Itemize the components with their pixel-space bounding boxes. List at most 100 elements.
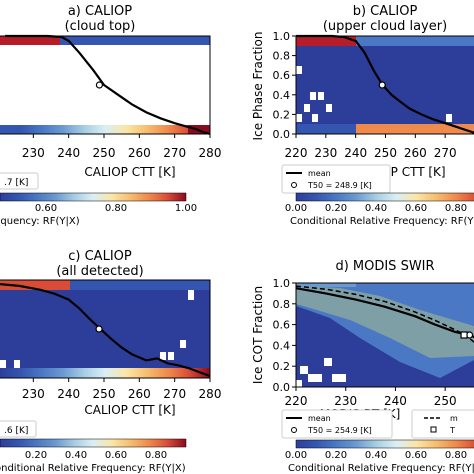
panel-d: d) MODIS SWIR 0.0 0.2 0.4 0.6 0.8 1.0 Ice COT… [251,259,474,474]
panel-a-x-tick-label: 270 [163,146,186,160]
panel-c-empty-bin [168,352,174,360]
panel-a-cbar-tick-080: 0.80 [105,203,127,214]
panel-b-legend-t50: T50 = 248.9 [K] [307,181,372,190]
panel-d-legend-right: m T [411,409,474,439]
panel-a-title: a) CALIOP [68,4,132,19]
panel-c-top-band-blue [70,280,210,290]
panel-a-xlabel: CALIOP CTT [K] [84,165,175,179]
panel-c-x-tick-label: 260 [128,387,151,401]
panel-a-x-tick-label: 260 [128,146,151,160]
panel-c-heatmap [0,280,210,378]
panel-d-y-ticks: 0.0 0.2 0.4 0.6 0.8 1.0 [273,277,296,394]
panel-c-cbar-tick-040: 0.40 [65,450,87,461]
panel-d-legend-right-label-2: T [449,426,455,435]
panel-a-x-tick-label: 230 [22,146,45,160]
panel-b-y-tick-label: 1.0 [273,30,291,43]
panel-a-top-band-red [0,36,60,45]
panel-b-legend-mean: mean [308,169,331,178]
panel-b-cbar-tick-060: 0.60 [405,203,427,214]
panel-c-mean-curve [0,282,211,378]
panel-a-cbar-tick-060: 0.60 [35,203,57,214]
panel-a-cbar-tick-100: 1.00 [175,203,197,214]
panel-a-subtitle: (cloud top) [65,19,136,34]
panel-c-xlabel: CALIOP CTT [K] [84,403,175,417]
panel-b-empty-bin [326,104,332,112]
panel-b: b) CALIOP (upper cloud layer) 0.00.20.40… [251,4,474,227]
panel-a-t50-marker [95,81,104,89]
panel-c-legend-text: .6 [K] [4,426,28,436]
panel-c-empty-bin [160,352,166,360]
panel-d-colorbar [295,439,474,449]
panel-a-colorbar-label: Conditional Relative Frequency: RF(Y|X) [0,216,80,227]
panel-d-empty-bins [296,358,346,387]
panel-b-cbar-tick-020: 0.20 [325,203,347,214]
panel-c-cbar-tick-060: 0.60 [105,450,127,461]
panel-c-x-tick-label: 280 [199,387,222,401]
panel-b-y-tick-label: 0.2 [273,108,291,121]
panel-d-cbar-tick-020: 0.20 [325,450,347,461]
panel-b-x-tick-label: 250 [374,146,397,160]
panel-d-colorbar-ticks: 0.00 0.20 0.40 0.60 0.80 [285,450,467,461]
panel-d-legend: mean T50 = 254.9 [K] [281,409,393,439]
panel-c-cbar-tick-020: 0.20 [25,450,47,461]
panel-a-colorbar [0,192,187,202]
panel-d-legend-t50: T50 = 254.9 [K] [307,426,372,435]
panel-c-colorbar [0,438,187,448]
panel-c: c) CALIOP (all detected) 230 240 250 260 270… [0,249,221,474]
panel-b-x-tick-label: 230 [314,146,337,160]
panel-d-y-tick-label: 0.2 [273,360,291,373]
panel-d-cbar-tick-000: 0.00 [285,450,307,461]
panel-b-legend-circle-symbol [291,182,297,188]
panel-d-heatmap [296,283,474,387]
panel-d-legend-circle-symbol [291,427,297,433]
panel-b-colorbar [295,192,474,202]
panel-b-x-tick-label: 220 [285,146,308,160]
panel-b-empty-bin [312,114,318,122]
panel-a-x-ticks: 230 240 250 260 270 280 [22,134,221,160]
panel-a-colorbar-ticks: 0.60 0.80 1.00 [35,203,197,214]
panel-d-empty-bin [332,374,346,382]
panel-a-bottom-band-blue [0,125,20,134]
panel-b-mean-curve [296,34,474,134]
panel-b-empty-bins [296,66,452,122]
panel-c-t50-marker [95,325,103,333]
panel-b-bottom-band-warm [356,124,474,134]
panel-c-subtitle: (all detected) [56,264,143,279]
panel-c-x-tick-label: 230 [22,387,45,401]
panel-b-y-tick-label: 0.4 [273,89,291,102]
panel-d-y-tick-label: 0.0 [273,381,291,394]
panel-c-colorbar-label: Conditional Relative Frequency: RF(Y|X) [0,463,186,474]
panel-d-x-tick-label: 240 [384,394,407,408]
panel-c-x-tick-label: 240 [57,387,80,401]
panel-d-cot-band [296,286,474,358]
panel-c-colorbar-ticks: 0.20 0.40 0.60 0.80 [25,450,167,461]
panel-b-colorbar-label: Conditional Relative Frequency: RF(Y|X) [290,216,474,227]
panel-b-legend: mean T50 = 248.9 [K] [281,164,391,194]
panel-d-legend-right-label-1: m [450,414,458,423]
panel-b-empty-bin [446,114,452,122]
panel-d-cbar-tick-080: 0.80 [445,450,467,461]
panel-b-empty-bin [310,92,316,100]
panel-c-x-tick-label: 270 [163,387,186,401]
panel-d-legend-square-symbol [430,426,437,433]
panel-c-title: c) CALIOP [68,249,132,264]
panel-b-cbar-tick-080: 0.80 [445,203,467,214]
panel-d-ylabel: Ice COT Fraction [251,286,265,384]
panel-b-empty-bin [296,66,302,74]
panel-a-x-tick-label: 250 [93,146,116,160]
panel-b-x-tick-label: 260 [404,146,427,160]
panel-c-x-tick-label: 250 [93,387,116,401]
panel-d-x-ticks: 220 230 240 250 [285,387,457,408]
panel-b-y-ticks: 0.0 0.2 0.4 0.6 0.8 1.0 [273,30,296,141]
panel-a-x-tick-label: 240 [57,146,80,160]
panel-d-x-tick-label: 230 [334,394,357,408]
panel-d-x-tick-label: 250 [434,394,457,408]
panel-c-bottom-band [0,368,210,378]
panel-d-legend-mean: mean [308,414,331,423]
panel-c-empty-bin [180,340,186,348]
panel-d-frame [295,282,474,388]
panel-c-empty-bins [0,290,194,368]
panel-b-x-tick-label: 270 [434,146,457,160]
panel-b-empty-bin [296,114,302,122]
